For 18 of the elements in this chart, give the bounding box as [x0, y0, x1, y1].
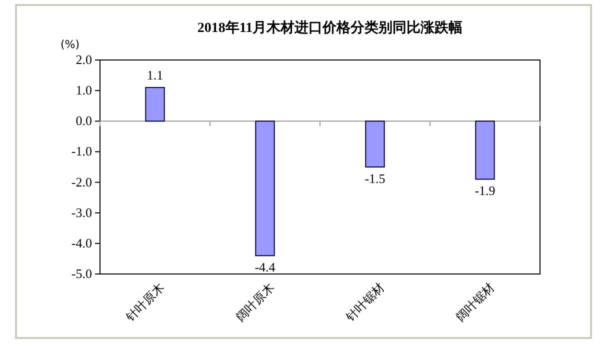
x-tick-label: 针叶原木: [122, 280, 168, 325]
x-tick-label: 针叶锯材: [342, 280, 388, 325]
data-label: 1.1: [146, 68, 164, 83]
y-tick-label: -1.0: [71, 144, 92, 159]
y-tick-label: 0.0: [76, 113, 92, 128]
chart-title: 2018年11月木材进口价格分类别同比涨跌幅: [197, 20, 463, 36]
y-tick-label: -5.0: [71, 266, 92, 281]
data-label: -1.5: [364, 171, 386, 186]
y-tick-label: 1.0: [76, 82, 92, 98]
y-tick-label: -4.0: [71, 235, 92, 250]
x-tick-label: 阔叶锯材: [453, 280, 498, 324]
y-tick-label: -3.0: [71, 204, 92, 220]
y-tick-label: 2.0: [76, 52, 92, 67]
y-axis-title: (%): [60, 38, 80, 51]
y-tick-label: -2.0: [71, 174, 92, 190]
x-tick-label: 阔叶原木: [233, 280, 278, 324]
data-label: -4.4: [254, 260, 276, 275]
data-label: -1.9: [474, 183, 496, 198]
